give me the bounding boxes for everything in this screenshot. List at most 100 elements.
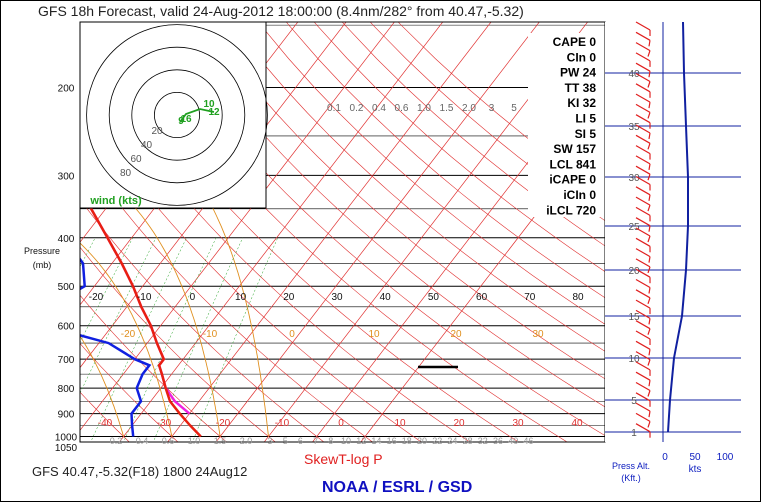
- wind-barb: [648, 40, 651, 47]
- altitude-tick-label: 10: [628, 354, 640, 365]
- mixing-ratio-label-bottom: 0.2: [110, 436, 123, 446]
- temperature-tick-label: 10: [235, 292, 247, 303]
- isotherm-label-orange: 20: [450, 329, 462, 340]
- hodograph-ring: [131, 69, 223, 161]
- altitude-tick-label: 15: [628, 312, 640, 323]
- pressure-tick-label: 200: [58, 84, 75, 95]
- wind-barb-flag: [635, 21, 651, 31]
- wind-scale-tick: 50: [689, 452, 701, 463]
- wind-barb-flag: [635, 155, 651, 165]
- altitude-tick-label: 20: [628, 266, 640, 277]
- isotherm-label-bottom: -20: [216, 418, 231, 429]
- mixing-ratio-label-bottom: 36: [493, 436, 503, 446]
- isotherm-label-bottom: 40: [571, 418, 583, 429]
- wind-barb: [647, 297, 651, 304]
- indices-panel: [528, 33, 605, 217]
- isotherm-label-bottom: 20: [453, 418, 465, 429]
- mixing-ratio-label-top: 2.0: [462, 103, 476, 114]
- altitude-axis-unit: (Kft.): [621, 473, 641, 483]
- wind-barb: [647, 81, 651, 88]
- mixing-ratio-label-bottom: 1.5: [214, 436, 227, 446]
- wind-barb-flag: [635, 268, 651, 278]
- wind-barb-flag: [635, 237, 651, 247]
- wind-barb-flag: [635, 124, 651, 134]
- wind-barb: [648, 132, 651, 140]
- wind-barb-flag: [635, 103, 651, 113]
- wind-barb: [648, 225, 651, 232]
- temperature-tick-label: 80: [572, 292, 584, 303]
- mixing-ratio-label-bottom: 18: [402, 436, 412, 446]
- mixing-ratio-label-bottom: 12: [356, 436, 366, 446]
- wind-barb-flag: [635, 206, 651, 216]
- wind-barb: [648, 194, 651, 201]
- wind-barb-flag: [635, 381, 651, 392]
- wind-barb: [648, 71, 651, 78]
- dry-adiabat: [202, 22, 605, 380]
- altitude-tick-label: 1: [631, 428, 637, 439]
- dry-adiabat: [341, 22, 605, 247]
- temperature-profile: [80, 24, 202, 438]
- mixing-ratio-label-bottom: 24: [447, 436, 457, 446]
- index-li: LI 5: [575, 112, 596, 126]
- pressure-tick-label: 900: [58, 410, 75, 421]
- dry-adiabat: [80, 440, 82, 442]
- hodograph-ring: [108, 46, 246, 184]
- hodograph-ring-label: 80: [120, 168, 132, 179]
- mixing-ratio-label-bottom: 2.0: [240, 436, 253, 446]
- temperature-tick-label: 70: [524, 292, 536, 303]
- wind-barb-flag: [635, 361, 651, 371]
- isotherm-label-bottom: 30: [512, 418, 524, 429]
- pressure-tick-label: 1000: [55, 433, 78, 444]
- index-cin: CIn 0: [567, 50, 597, 64]
- mixing-ratio-label-bottom: 40: [508, 436, 518, 446]
- index-icape: iCAPE 0: [549, 173, 596, 187]
- wind-barb-flag: [635, 52, 651, 62]
- dry-adiabat: [80, 391, 130, 442]
- wind-barb: [647, 143, 651, 150]
- temperature-tick-label: -10: [137, 292, 152, 303]
- mixing-ratio-label-bottom: 3: [267, 436, 272, 446]
- pressure-axis-unit: (mb): [33, 260, 52, 270]
- index-pw: PW 24: [560, 66, 596, 80]
- mixing-ratio-label-bottom: 16: [387, 436, 397, 446]
- mixing-ratio-line: [153, 237, 243, 442]
- isotherm-line: [0, 0, 25, 447]
- mixing-ratio-label-top: 0.4: [372, 103, 386, 114]
- wind-barb-flag: [635, 145, 651, 155]
- wind-barb-flag: [635, 402, 651, 412]
- wind-barb-flag: [635, 412, 651, 422]
- index-si: SI 5: [575, 127, 597, 141]
- wind-barb-flag: [635, 227, 651, 237]
- dewpoint-profile: [80, 257, 152, 437]
- hodograph-box: [79, 21, 267, 209]
- mixing-ratio-line: [123, 237, 217, 442]
- temperature-tick-label: 50: [428, 292, 440, 303]
- mixing-ratio-label-top: 3: [489, 103, 495, 114]
- wind-barb: [648, 163, 651, 170]
- mixing-ratio-label-bottom: 6: [298, 436, 303, 446]
- wind-barb: [647, 112, 651, 119]
- dry-adiabat: [285, 22, 605, 299]
- wind-barb-flag: [635, 31, 651, 41]
- wind-barb: [647, 235, 651, 243]
- wind-speed-profile: [667, 21, 689, 433]
- pressure-axis-label: Pressure: [24, 246, 60, 256]
- dry-adiabat: [313, 22, 605, 272]
- mixing-ratio-label-top: 1.0: [417, 103, 431, 114]
- dry-adiabat: [80, 246, 276, 442]
- temperature-tick-label: -20: [89, 292, 104, 303]
- mixing-ratio-label-top: 0.1: [327, 103, 341, 114]
- dry-adiabat: [80, 150, 373, 442]
- dry-adiabat: [369, 22, 605, 222]
- hodograph-ring-label: 60: [130, 154, 142, 165]
- wind-barb: [647, 328, 651, 335]
- pressure-tick-label: 400: [58, 234, 75, 245]
- wind-barb-flag: [635, 258, 651, 268]
- mixing-ratio-label-bottom: 22: [432, 436, 442, 446]
- wind-barb-flag: [635, 330, 651, 340]
- mixing-ratio-label-top: 0.6: [395, 103, 409, 114]
- mixing-ratio-label-bottom: 14: [371, 436, 381, 446]
- isotherm-label-bottom: 0: [338, 418, 344, 429]
- isotherm-label-bottom: 10: [394, 418, 406, 429]
